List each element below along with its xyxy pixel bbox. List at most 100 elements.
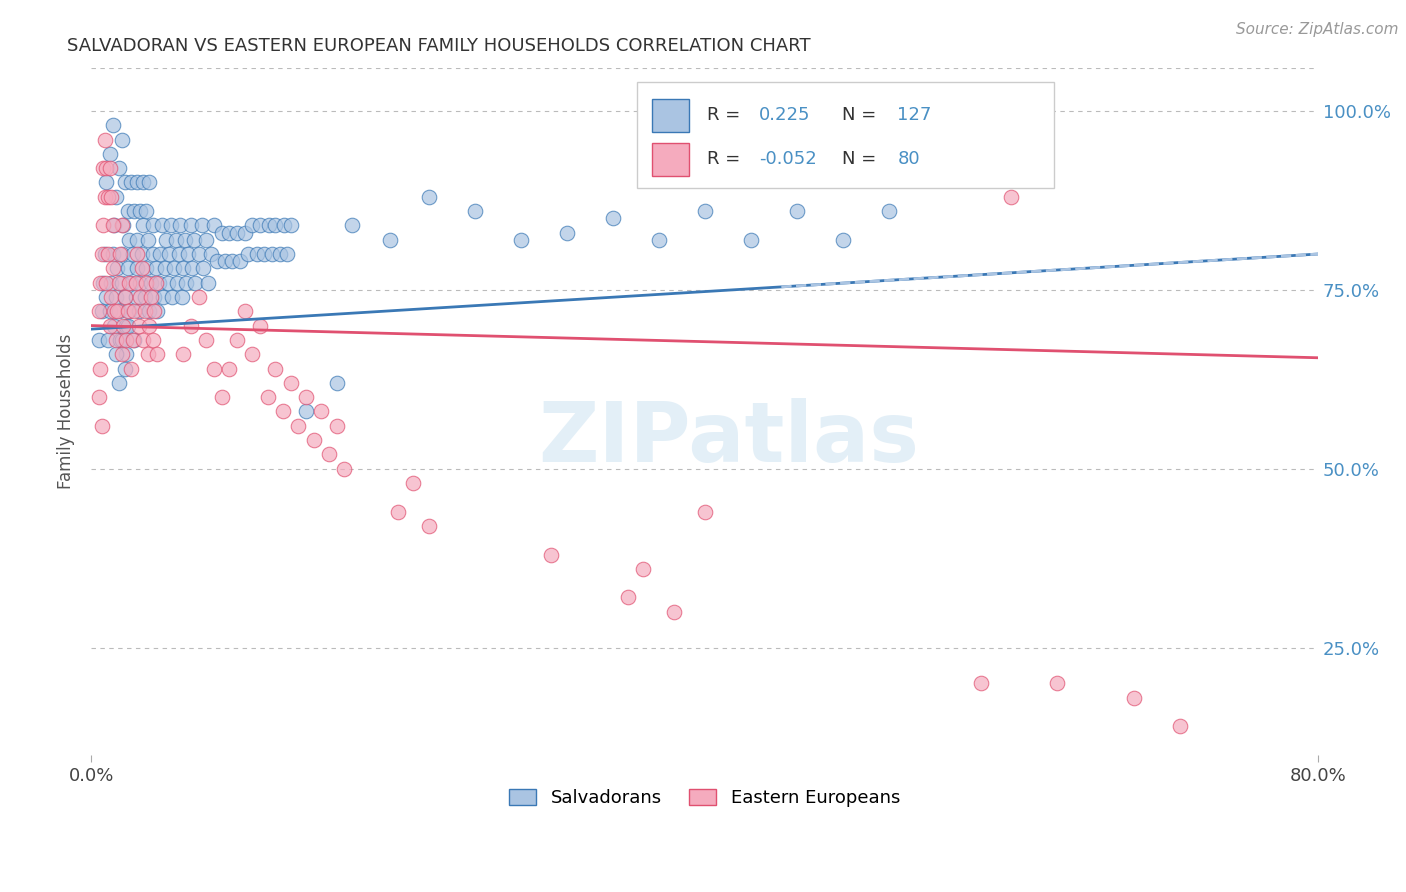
Point [786, 204, 808, 219]
Point [309, 404, 332, 418]
Point [271, 404, 294, 418]
Point [172, 347, 194, 361]
Point [127, 247, 149, 261]
Point [89, 361, 111, 376]
Point [136, 347, 159, 361]
Point [464, 204, 486, 219]
Point [93, 219, 115, 233]
Point [118, 276, 141, 290]
Point [117, 304, 139, 318]
Point [214, 254, 236, 268]
Point [122, 204, 145, 219]
Point [509, 233, 531, 247]
Text: R =: R = [707, 106, 747, 124]
Point [112, 219, 135, 233]
Point [98, 161, 121, 176]
Point [135, 261, 157, 276]
Point [418, 519, 440, 533]
Point [233, 226, 256, 240]
Point [221, 254, 243, 268]
Point [190, 219, 212, 233]
Point [191, 261, 214, 276]
Point [100, 190, 122, 204]
Point [145, 276, 167, 290]
Point [114, 361, 136, 376]
Point [246, 247, 269, 261]
Point [693, 505, 716, 519]
Point [211, 390, 233, 404]
Point [97, 333, 120, 347]
Point [146, 347, 169, 361]
Point [141, 219, 163, 233]
Point [229, 254, 252, 268]
Point [122, 304, 145, 318]
Point [120, 276, 142, 290]
Point [132, 176, 155, 190]
Point [149, 247, 172, 261]
Point [87, 304, 110, 318]
Point [96, 290, 118, 304]
Point [205, 254, 228, 268]
Point [117, 318, 139, 333]
Point [134, 290, 156, 304]
Point [93, 276, 115, 290]
Point [602, 211, 624, 226]
Point [98, 146, 121, 161]
Point [118, 304, 141, 318]
Point [93, 161, 115, 176]
Point [249, 318, 271, 333]
Point [94, 247, 117, 261]
Point [233, 304, 256, 318]
FancyBboxPatch shape [652, 99, 689, 132]
Point [662, 605, 685, 619]
Point [141, 333, 163, 347]
Point [138, 318, 160, 333]
Point [380, 233, 402, 247]
Point [132, 333, 155, 347]
Point [112, 318, 135, 333]
Point [131, 261, 153, 276]
Point [280, 219, 302, 233]
Point [128, 304, 150, 318]
Y-axis label: Family Households: Family Households [58, 334, 75, 489]
Point [418, 190, 440, 204]
Point [129, 276, 152, 290]
Point [111, 276, 134, 290]
Point [295, 390, 318, 404]
Point [240, 219, 263, 233]
Point [249, 219, 271, 233]
Point [633, 562, 655, 576]
Point [129, 204, 152, 219]
Point [96, 276, 118, 290]
Point [340, 219, 363, 233]
Point [121, 247, 143, 261]
Point [225, 333, 247, 347]
Text: 80: 80 [897, 151, 920, 169]
Point [117, 204, 139, 219]
Point [107, 304, 129, 318]
Point [111, 219, 134, 233]
Point [104, 333, 127, 347]
Point [183, 233, 205, 247]
Point [693, 204, 716, 219]
Point [103, 304, 125, 318]
Point [540, 548, 562, 562]
Point [100, 290, 122, 304]
Point [100, 276, 122, 290]
Point [115, 318, 138, 333]
Point [103, 318, 125, 333]
Point [273, 219, 295, 233]
Point [87, 390, 110, 404]
Point [256, 390, 278, 404]
Point [181, 261, 204, 276]
Point [150, 219, 173, 233]
Point [122, 333, 145, 347]
Point [1123, 690, 1146, 705]
Point [96, 176, 118, 190]
Point [180, 219, 202, 233]
Point [141, 247, 163, 261]
Text: 127: 127 [897, 106, 932, 124]
Point [115, 333, 138, 347]
Point [107, 376, 129, 390]
Point [131, 247, 153, 261]
